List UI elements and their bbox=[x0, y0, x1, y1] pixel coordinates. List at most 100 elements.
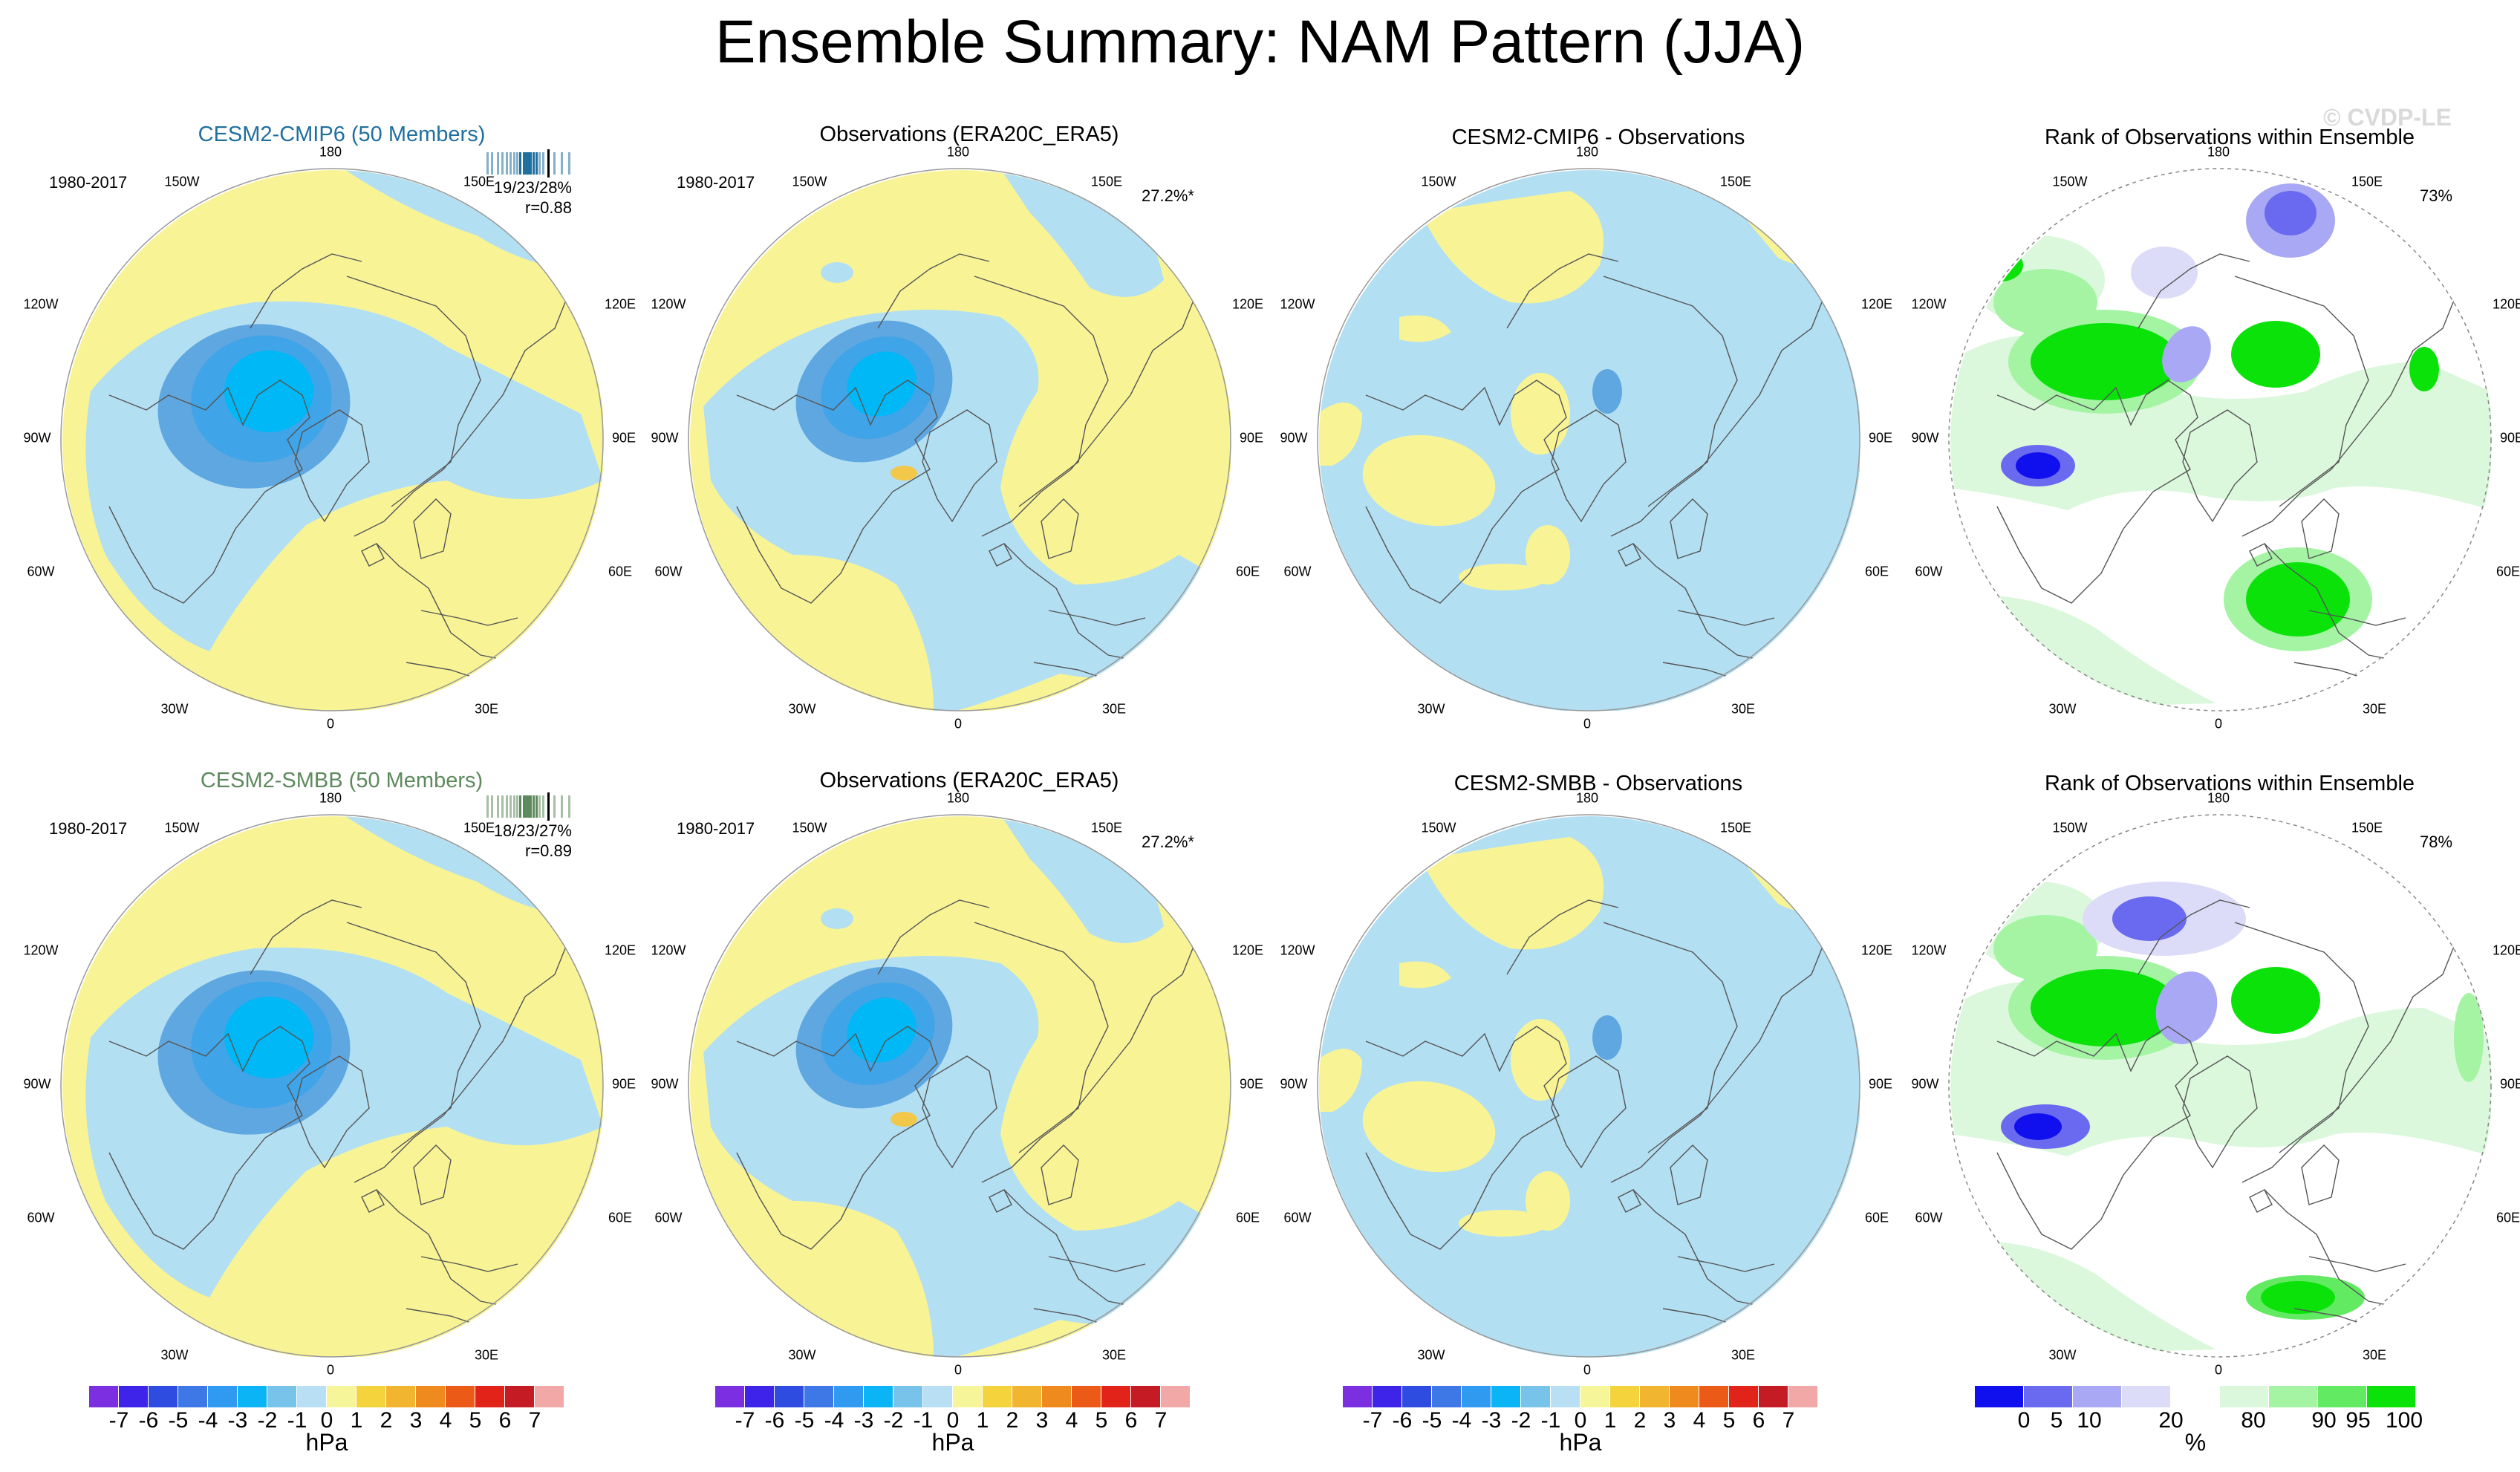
colorbar-tick-label: 5 bbox=[1095, 1408, 1108, 1433]
colorbar-box bbox=[804, 1386, 834, 1407]
colorbar-tick-label: 1 bbox=[976, 1408, 989, 1433]
colorbar-box bbox=[745, 1386, 775, 1407]
colorbar-box bbox=[1402, 1386, 1432, 1407]
rug-tick bbox=[561, 795, 563, 818]
rug-tick bbox=[516, 152, 518, 175]
colorbar-box bbox=[2318, 1386, 2367, 1407]
panel-title: Rank of Observations within Ensemble bbox=[2044, 772, 2415, 795]
longitude-label: 90W bbox=[1911, 1076, 1939, 1092]
rug-tick bbox=[533, 795, 535, 818]
longitude-label: 120E bbox=[604, 942, 636, 958]
ensemble-rug bbox=[486, 792, 576, 821]
longitude-label: 30E bbox=[1101, 1347, 1127, 1363]
longitude-label: 180 bbox=[1575, 144, 1599, 160]
rank-100 bbox=[2261, 1281, 2335, 1314]
colorbar-tick-label: -1 bbox=[1540, 1408, 1561, 1433]
longitude-label: 0 bbox=[2214, 1362, 2223, 1378]
colorbar-tick-label: 5 bbox=[2050, 1408, 2063, 1433]
colorbar-tick-label: 7 bbox=[528, 1408, 541, 1433]
longitude-label: 60W bbox=[654, 564, 683, 579]
longitude-label: 90W bbox=[1280, 430, 1308, 446]
period-label: 1980-2017 bbox=[49, 173, 128, 192]
positive-region bbox=[1422, 191, 1604, 304]
polar-map bbox=[1317, 814, 1860, 1358]
panel-title: Observations (ERA20C_ERA5) bbox=[819, 769, 1119, 792]
longitude-label: 90W bbox=[1280, 1076, 1308, 1092]
colorbar-unit: % bbox=[2184, 1429, 2207, 1456]
rug-tick bbox=[538, 152, 541, 175]
colorbar-tick-label: 0 bbox=[320, 1408, 333, 1433]
ensemble-spread-stat: 18/23/27% bbox=[493, 821, 572, 840]
colorbar-box bbox=[1580, 1386, 1610, 1407]
longitude-label: 120E bbox=[2492, 942, 2520, 958]
colorbar-tick-label: 90 bbox=[2311, 1408, 2337, 1433]
colorbar-tick-label: 6 bbox=[1124, 1408, 1138, 1433]
colorbar-box bbox=[1610, 1386, 1640, 1407]
longitude-label: 90W bbox=[23, 430, 51, 446]
rug-tick bbox=[523, 152, 525, 175]
longitude-label: 60E bbox=[608, 564, 633, 579]
rank-100 bbox=[2031, 323, 2179, 400]
colorbar-box bbox=[2073, 1386, 2122, 1407]
longitude-label: 30W bbox=[1417, 701, 1445, 717]
colorbar-box bbox=[1729, 1386, 1759, 1407]
rug-tick bbox=[486, 152, 489, 175]
longitude-label: 30W bbox=[788, 701, 816, 717]
panel-rank-cmip6: Rank of Observations within Ensemble 73%… bbox=[1911, 123, 2520, 776]
longitude-label: 60E bbox=[1864, 564, 1889, 579]
colorbar-tick-label: 2 bbox=[1006, 1408, 1019, 1433]
colorbar-unit: hPa bbox=[1559, 1429, 1602, 1456]
colorbar-tick-label: 3 bbox=[1035, 1408, 1049, 1433]
longitude-label: 0 bbox=[326, 1362, 335, 1378]
longitude-label: 90W bbox=[651, 1076, 679, 1092]
colorbar-box bbox=[386, 1386, 416, 1407]
positive-region bbox=[1319, 403, 1362, 466]
polar-map bbox=[688, 168, 1231, 711]
longitude-label: 180 bbox=[1575, 790, 1599, 806]
colorbar-box bbox=[953, 1386, 983, 1407]
longitude-label: 30W bbox=[2048, 1347, 2077, 1363]
longitude-label: 120W bbox=[1280, 296, 1315, 312]
rank-20 bbox=[2131, 247, 2198, 299]
colorbar-box bbox=[119, 1386, 149, 1407]
longitude-label: 90E bbox=[2499, 1076, 2520, 1092]
longitude-label: 60E bbox=[608, 1210, 633, 1225]
rug-tick bbox=[542, 152, 544, 175]
colorbar-box bbox=[1975, 1386, 2024, 1407]
polar-map bbox=[1948, 814, 2492, 1358]
obs-marker bbox=[547, 149, 550, 178]
rug-tick bbox=[501, 152, 504, 175]
longitude-label: 30W bbox=[2048, 701, 2077, 717]
period-label: 1980-2017 bbox=[677, 819, 755, 838]
longitude-label: 90E bbox=[1868, 430, 1893, 446]
rug-tick bbox=[535, 152, 538, 175]
colorbar-box bbox=[2171, 1386, 2220, 1407]
longitude-label: 60E bbox=[1235, 564, 1260, 579]
longitude-label: 90W bbox=[23, 1076, 51, 1092]
colorbar-tick-label: -2 bbox=[1511, 1408, 1531, 1433]
longitude-label: 150E bbox=[2351, 820, 2383, 836]
colorbar-unit: hPa bbox=[931, 1429, 974, 1456]
colorbar-tick-label: -4 bbox=[824, 1408, 844, 1433]
longitude-label: 120E bbox=[604, 296, 636, 312]
panel-obs-pattern: Observations (ERA20C_ERA5) 1980-2017 27.… bbox=[651, 769, 1263, 1422]
panel-title: CESM2-CMIP6 - Observations bbox=[1451, 126, 1745, 149]
colorbar-tick-label: 0 bbox=[946, 1408, 960, 1433]
longitude-label: 150E bbox=[1719, 174, 1752, 189]
rug-tick bbox=[538, 795, 541, 818]
colorbar-tick-label: -2 bbox=[883, 1408, 904, 1433]
longitude-label: 30E bbox=[474, 1347, 499, 1363]
longitude-label: 120W bbox=[1280, 942, 1315, 958]
colorbar-tick-label: 7 bbox=[1782, 1408, 1795, 1433]
longitude-label: 0 bbox=[954, 1362, 963, 1378]
colorbar-tick-label: 20 bbox=[2158, 1408, 2184, 1433]
obs-marker bbox=[547, 792, 550, 821]
colorbar-box bbox=[1491, 1386, 1521, 1407]
longitude-label: 30W bbox=[160, 1347, 189, 1363]
contour-neg1 bbox=[1592, 369, 1622, 414]
pattern-correlation: r=0.89 bbox=[525, 841, 572, 860]
rank-0 bbox=[2014, 1113, 2062, 1140]
rug-tick bbox=[501, 795, 504, 818]
positive-region bbox=[1511, 373, 1570, 455]
positive-region bbox=[1459, 564, 1548, 590]
